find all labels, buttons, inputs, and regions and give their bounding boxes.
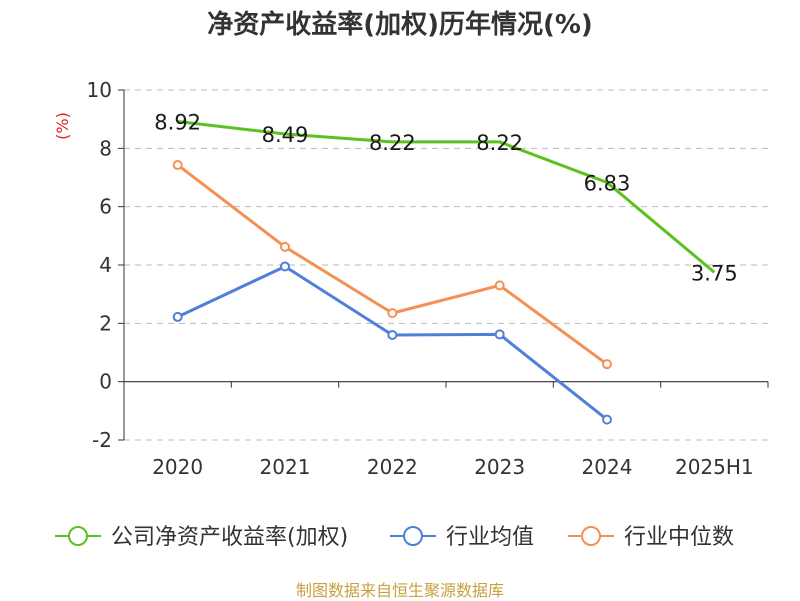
data-label: 8.49 bbox=[262, 123, 309, 147]
legend-label: 行业均值 bbox=[446, 525, 534, 550]
y-tick-label: 4 bbox=[99, 253, 112, 277]
legend-swatch-marker bbox=[581, 526, 601, 546]
y-tick-label: -2 bbox=[92, 428, 112, 452]
data-point bbox=[172, 159, 183, 170]
data-point bbox=[602, 414, 612, 425]
legend-swatch-marker bbox=[68, 526, 88, 546]
legend: 公司净资产收益率(加权) 行业均值 行业中位数 bbox=[55, 525, 734, 550]
y-unit-label: (%) bbox=[53, 112, 72, 140]
legend-label: 行业中位数 bbox=[624, 525, 734, 550]
series-layer bbox=[172, 120, 716, 425]
x-tick-label: 2020 bbox=[152, 455, 203, 479]
y-tick-label: 10 bbox=[87, 78, 112, 102]
legend-swatch-marker bbox=[403, 526, 423, 546]
chart-title: 净资产收益率(加权)历年情况(%) bbox=[207, 10, 593, 40]
grid-layer bbox=[124, 89, 768, 441]
data-label: 8.22 bbox=[476, 131, 523, 155]
data-point bbox=[494, 280, 505, 291]
data-label: 8.92 bbox=[154, 111, 201, 135]
x-tick-label: 2025H1 bbox=[675, 455, 754, 479]
data-point bbox=[387, 308, 398, 319]
y-tick-label: 2 bbox=[99, 311, 112, 335]
data-point bbox=[280, 261, 290, 272]
x-tick-label: 2021 bbox=[260, 455, 311, 479]
y-tick-label: 0 bbox=[99, 370, 112, 394]
x-tick-label: 2022 bbox=[367, 455, 418, 479]
data-label: 8.22 bbox=[369, 131, 416, 155]
series-line-1 bbox=[177, 264, 608, 421]
y-tick-label: 8 bbox=[99, 136, 112, 160]
data-point bbox=[602, 359, 612, 370]
data-point bbox=[280, 241, 290, 252]
data-label: 6.83 bbox=[584, 171, 631, 195]
data-label: 3.75 bbox=[691, 261, 738, 285]
data-point bbox=[494, 329, 505, 340]
x-tick-label: 2023 bbox=[474, 455, 525, 479]
series-line-0 bbox=[177, 120, 716, 274]
data-label-layer: 8.92 8.49 8.22 8.22 6.83 3.75 bbox=[154, 111, 737, 286]
x-tick-label: 2024 bbox=[582, 455, 633, 479]
data-point bbox=[387, 330, 398, 340]
source-note: 制图数据来自恒生聚源数据库 bbox=[295, 581, 504, 600]
axis-layer: 10 8 6 4 2 0 -2 2020 2021 2022 2023 2024 2025H1 bbox=[87, 78, 769, 479]
y-tick-label: 6 bbox=[99, 195, 112, 219]
legend-label: 公司净资产收益率(加权) bbox=[111, 525, 348, 550]
data-point bbox=[172, 311, 183, 322]
